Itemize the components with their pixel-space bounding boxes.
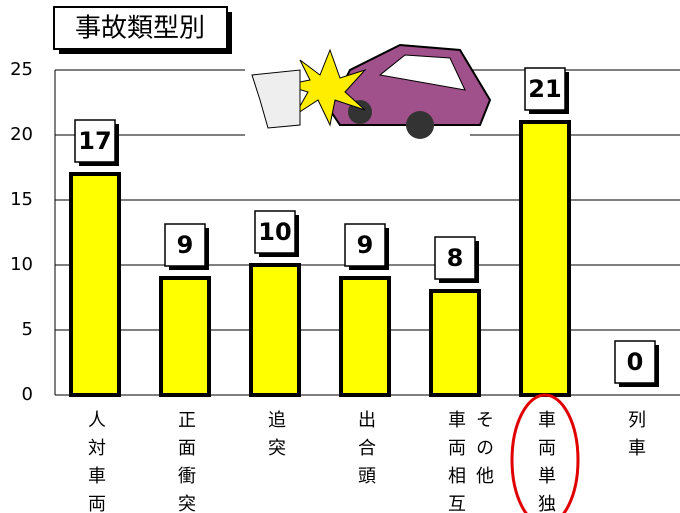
wheel	[406, 111, 434, 139]
y-tick-label: 0	[22, 384, 33, 405]
bar	[431, 291, 479, 395]
y-tick-label: 15	[10, 189, 33, 210]
x-tick-label: 正面衝突	[171, 410, 199, 513]
x-tick-label: 列車	[621, 410, 649, 513]
value-label: 0	[627, 348, 644, 376]
value-label: 8	[447, 244, 464, 272]
x-tick-label: 車両単独	[531, 410, 559, 513]
bar	[71, 174, 119, 395]
value-label: 21	[528, 75, 561, 103]
page: 事故類型別 0 5 10 15 20 25 17 9 10 9 8 21 0 人対車両 正面衝突 追突 出合頭…	[0, 0, 680, 513]
car-illustration	[245, 30, 490, 155]
y-tick-label: 5	[22, 319, 33, 340]
value-label: 10	[258, 218, 291, 246]
x-tick-label: 人対車両	[81, 410, 109, 513]
value-label: 17	[78, 127, 111, 155]
x-tick-label: 出合頭	[351, 410, 379, 513]
bar	[341, 278, 389, 395]
value-label: 9	[357, 231, 374, 259]
y-tick-label: 25	[10, 59, 33, 80]
bar	[521, 122, 569, 395]
x-tick-label: 追突	[261, 410, 289, 513]
x-tick-label: 車両相互その他	[441, 410, 497, 513]
chart-title: 事故類型別	[75, 14, 205, 44]
bar	[251, 265, 299, 395]
bar	[161, 278, 209, 395]
y-tick-label: 10	[10, 254, 33, 275]
y-tick-label: 20	[10, 124, 33, 145]
value-label: 9	[177, 231, 194, 259]
